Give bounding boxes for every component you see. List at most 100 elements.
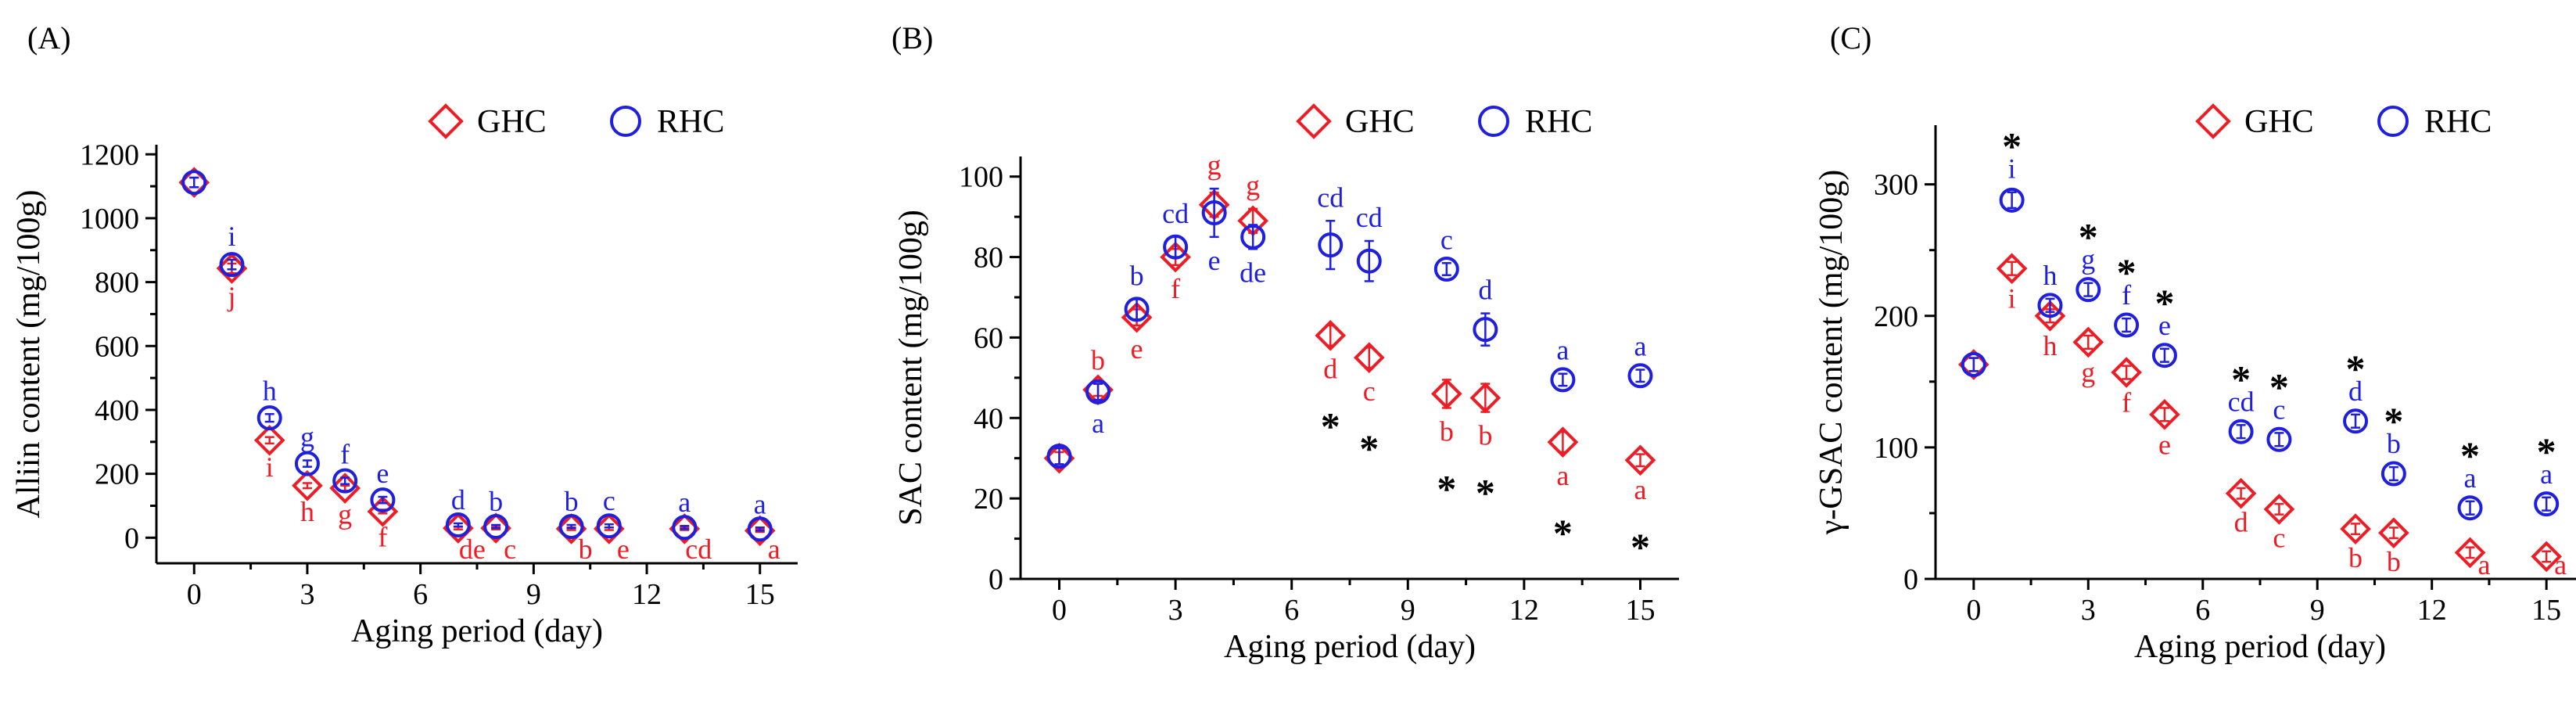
ghc-point <box>329 473 361 504</box>
rhc-point <box>1201 200 1227 225</box>
ghc-point <box>443 512 474 544</box>
significance-asterisk: * <box>2460 433 2480 477</box>
significance-letter: a <box>2478 549 2491 580</box>
ghc-point <box>1353 342 1385 373</box>
rhc-point <box>2114 312 2140 338</box>
significance-letter: b <box>2387 546 2401 577</box>
significance-letter: a <box>1556 335 1569 366</box>
y-tick-label: 40 <box>974 402 1003 435</box>
rhc-point <box>1163 234 1189 260</box>
ghc-point <box>2531 541 2563 573</box>
significance-letter: e <box>376 458 389 489</box>
significance-asterisk: * <box>2231 357 2251 401</box>
ghc-point <box>216 253 248 284</box>
significance-letter: e <box>2158 310 2171 341</box>
significance-asterisk: * <box>2079 215 2098 259</box>
significance-asterisk: * <box>1359 426 1379 470</box>
legend-rhc-label: RHC <box>1525 104 1592 140</box>
significance-letter: f <box>1171 273 1180 304</box>
significance-letter: a <box>1634 331 1646 362</box>
y-axis-title: Alliin content (mg/100g) <box>11 190 47 519</box>
panel-label: (B) <box>892 20 933 56</box>
ghc-point <box>2072 326 2104 358</box>
legend-rhc-marker <box>1478 106 1509 137</box>
y-tick-label: 600 <box>95 330 139 363</box>
significance-letter: c <box>1440 224 1453 255</box>
legend-ghc-marker <box>428 103 464 139</box>
significance-letter: d <box>1478 275 1492 306</box>
rhc-point <box>1124 296 1150 322</box>
significance-letter: a <box>678 487 691 518</box>
significance-letter: a <box>1092 408 1104 439</box>
significance-letter: de <box>1240 257 1266 288</box>
x-tick-label: 6 <box>2195 594 2210 627</box>
rhc-point <box>1046 444 1072 469</box>
y-tick-label: 0 <box>124 522 139 555</box>
rhc-point <box>2151 343 2177 368</box>
significance-letter: h <box>263 375 277 406</box>
legend-ghc-label: GHC <box>2244 104 2314 140</box>
y-tick-label: 300 <box>1874 169 1918 202</box>
significance-letter: e <box>1131 333 1143 365</box>
significance-letter: b <box>2387 428 2401 459</box>
significance-letter: b <box>1478 420 1492 451</box>
significance-letter: g <box>300 421 314 452</box>
significance-letter: cd <box>685 534 712 565</box>
x-tick-label: 9 <box>2310 594 2325 627</box>
significance-letter: a <box>2554 549 2567 580</box>
y-tick-label: 100 <box>1874 432 1918 465</box>
significance-letter: b <box>1130 261 1144 292</box>
significance-letter: g <box>2081 357 2095 388</box>
significance-letter: g <box>1207 149 1222 181</box>
x-tick-label: 3 <box>2081 594 2096 627</box>
significance-letter: j <box>226 281 235 312</box>
significance-letter: c <box>1363 376 1376 407</box>
significance-letter: h <box>300 496 314 527</box>
y-tick-label: 20 <box>974 483 1003 516</box>
significance-letter: cd <box>1162 198 1189 229</box>
panel-a: 0 3 6 9 12 15 0 200 400 600 800 1000 1200 Aging perio… <box>11 20 798 649</box>
significance-asterisk: * <box>2117 250 2137 294</box>
ghc-point <box>2454 537 2486 569</box>
rhc-point <box>596 513 622 539</box>
ghc-point <box>2111 357 2142 388</box>
rhc-point <box>1356 248 1382 274</box>
significance-letter: g <box>1246 170 1260 201</box>
ghc-point <box>1469 382 1501 414</box>
ghc-point <box>2263 494 2295 525</box>
rhc-point <box>1433 257 1459 282</box>
rhc-point <box>1550 367 1576 393</box>
rhc-point <box>1318 232 1344 258</box>
panel-b: 0 3 6 9 12 15 0 20 40 60 80 100 Aging period (day) SA… <box>892 20 1679 665</box>
y-tick-label: 0 <box>988 563 1003 596</box>
significance-asterisk: * <box>1631 525 1650 569</box>
significance-asterisk: * <box>2002 124 2022 168</box>
ghc-point <box>2340 513 2371 544</box>
rhc-point <box>1961 351 1986 377</box>
x-tick-label: 6 <box>413 578 428 611</box>
rhc-point <box>2457 495 2483 521</box>
significance-letter: b <box>579 534 593 565</box>
rhc-point <box>332 468 358 494</box>
significance-letter: i <box>2008 153 2016 185</box>
rhc-point <box>2037 293 2063 318</box>
y-tick-label: 0 <box>1903 563 1918 596</box>
significance-letter: h <box>2043 260 2057 291</box>
significance-letter: i <box>266 451 274 483</box>
significance-letter: c <box>603 485 615 516</box>
y-tick-label: 80 <box>974 242 1003 275</box>
x-tick-label: 15 <box>1625 594 1655 627</box>
significance-letter: i <box>228 221 235 252</box>
legend-rhc-marker <box>2377 106 2409 137</box>
significance-asterisk: * <box>1437 466 1456 510</box>
y-axis-title: SAC content (mg/100g) <box>893 210 929 526</box>
ghc-point <box>292 469 323 501</box>
significance-letter: e <box>1208 245 1221 276</box>
rhc-point <box>558 514 584 540</box>
significance-letter: b <box>2348 542 2363 573</box>
legend-ghc-label: GHC <box>1345 104 1415 140</box>
panel-label: (A) <box>27 20 71 56</box>
rhc-point <box>747 516 773 542</box>
rhc-point <box>483 514 509 540</box>
significance-letter: a <box>768 534 780 565</box>
